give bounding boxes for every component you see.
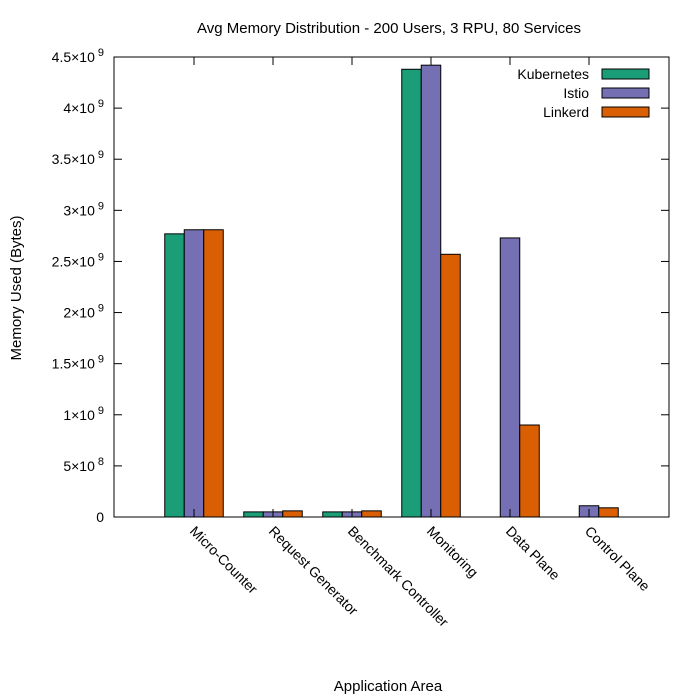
chart-marks: 0 5×10 8 1×10 9 1.5×10 9 2×10 9 2.5×10 9 3×10 9 3.5×1… [52,47,669,630]
y-tick-label: 3×10 9 [63,200,104,218]
x-tick-label: Control Plane [582,523,653,594]
y-tick-label: 0 [96,509,104,525]
bar-linkerd-2 [361,510,382,518]
legend-swatch [601,87,650,99]
bar-linkerd-0 [203,229,224,518]
legend-label: Istio [563,85,589,101]
x-tick-label: Data Plane [503,523,563,583]
bar-kubernetes-2 [322,511,343,518]
plot-frame [113,56,670,518]
y-tick-label: 4.5×10 9 [52,47,104,65]
bar-linkerd-4 [519,424,540,518]
legend-swatch [601,68,650,80]
y-tick-label: 3.5×10 9 [52,149,104,167]
bar-linkerd-1 [282,510,303,518]
y-tick-label: 2.5×10 9 [52,251,104,269]
x-axis-label: Application Area [334,678,443,695]
bar-linkerd-3 [440,253,461,518]
bar-linkerd-5 [598,507,619,518]
x-tick-label: Monitoring [424,523,482,581]
y-tick-label: 4×10 9 [63,98,104,116]
bar-istio-0 [183,229,205,518]
x-tick-label: Micro-Counter [187,523,261,597]
y-axis-label: Memory Used (Bytes) [8,215,25,360]
legend-label: Kubernetes [517,66,589,82]
bar-kubernetes-0 [164,233,185,518]
bar-kubernetes-1 [243,511,264,518]
legend-swatch [601,106,650,118]
y-tick-label: 1.5×10 9 [52,354,104,372]
bar-istio-4 [499,237,521,518]
legend-label: Linkerd [543,104,589,120]
y-tick-label: 2×10 9 [63,303,104,321]
y-tick-label: 1×10 9 [63,405,104,423]
bar-istio-3 [420,64,442,518]
x-tick-label: Request Generator [266,523,362,619]
bar-kubernetes-3 [401,68,422,518]
y-tick-label: 5×10 8 [63,456,104,474]
chart-title: Avg Memory Distribution - 200 Users, 3 R… [197,20,581,37]
